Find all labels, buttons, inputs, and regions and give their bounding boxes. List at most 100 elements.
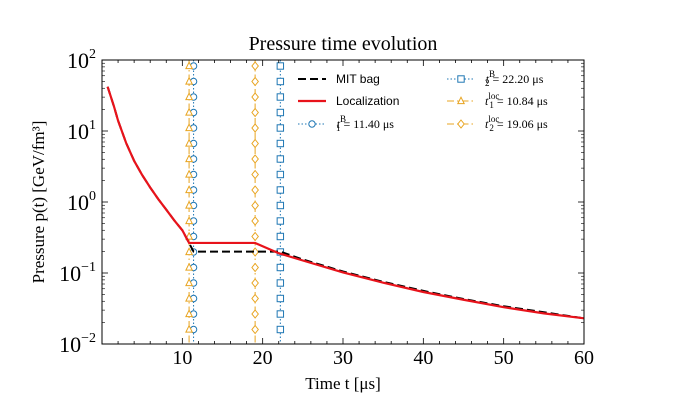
y-tick-exponent: 2: [89, 47, 96, 62]
legend-label: tB 1 = 11.40 μs: [336, 114, 394, 133]
y-tick-base: 10: [59, 261, 81, 286]
vline-marker-t2B: [276, 310, 285, 318]
vline-marker-t2B: [276, 294, 285, 303]
legend-label: MIT bag: [336, 72, 380, 86]
x-tick-label: 20: [253, 347, 273, 369]
vline-marker-t1loc: [185, 138, 194, 147]
x-tick-label: 50: [494, 347, 514, 369]
vline-marker-t2loc: [251, 61, 259, 71]
x-tick-label: 10: [172, 347, 192, 369]
vline-marker-t1loc: [185, 76, 194, 85]
legend-label-value: = 11.40 μs: [341, 117, 395, 131]
vline-marker-t1loc: [185, 293, 194, 302]
y-tick-base: 10: [59, 332, 81, 357]
vline-marker-t2B: [276, 263, 285, 272]
legend-label-value: = 19.06 μs: [494, 117, 548, 131]
legend-label-value: = 22.20 μs: [490, 72, 544, 86]
legend-marker-t1loc: [456, 96, 466, 105]
vline-marker-t1loc: [185, 278, 194, 287]
legend-label-sup: B: [340, 114, 346, 124]
series-lines: [106, 86, 584, 320]
y-tick-base: 10: [67, 48, 89, 73]
vline-marker-t2loc: [251, 309, 259, 319]
legend-label-sym: t: [485, 94, 489, 108]
vline-marker-t1loc: [185, 247, 194, 256]
vline-marker-t2loc: [251, 293, 259, 304]
plot-area-frame: [101, 59, 585, 345]
legend-marker-t1B: [308, 120, 316, 128]
vline-marker-t1loc: [185, 309, 194, 318]
y-tick-label: 10−1: [59, 260, 96, 286]
vline-marker-t1loc: [185, 154, 194, 163]
vline-marker-t1loc: [185, 200, 194, 209]
vline-marker-t2loc: [251, 231, 259, 242]
x-tick-label: 30: [333, 347, 353, 369]
y-tick-base: 10: [67, 119, 89, 144]
vline-marker-t1loc: [185, 123, 194, 132]
vline-marker-t2loc: [251, 262, 259, 273]
vline-marker-t2loc: [251, 92, 259, 102]
vline-marker-t2loc: [251, 216, 259, 226]
vline-marker-t2B: [276, 232, 285, 241]
vline-marker-t2B: [276, 77, 285, 86]
y-tick-label: 102: [67, 47, 96, 73]
x-tick-label: 40: [413, 347, 433, 369]
legend-label-sup: loc: [488, 91, 499, 101]
vline-marker-t2B: [276, 93, 285, 101]
y-tick-label: 101: [67, 118, 96, 144]
y-tick-exponent: 1: [89, 118, 96, 133]
x-axis-label: Time t [μs]: [305, 374, 381, 393]
vline-marker-t1loc: [185, 324, 194, 333]
legend-label-sub: 2: [485, 78, 490, 88]
vline-marker-t2loc: [251, 154, 259, 164]
legend-label-sym: t: [337, 117, 341, 131]
vline-marker-t1loc: [185, 185, 194, 194]
y-tick-exponent: 0: [89, 189, 96, 204]
vline-marker-t2B: [276, 279, 285, 287]
vline-marker-t2B: [276, 124, 285, 132]
event-time-lines: [185, 60, 285, 344]
x-tick-label: 60: [574, 347, 594, 369]
vline-marker-t2B: [276, 155, 285, 163]
x-tick-labels: 10 20 30 40 50 60: [172, 347, 594, 369]
vline-marker-t2B: [276, 139, 285, 148]
vline-marker-t1loc: [185, 107, 194, 116]
vline-marker-t1loc: [185, 231, 194, 240]
legend-label-sup: B: [489, 69, 495, 79]
legend-label-sym: t: [485, 117, 489, 131]
legend-label-value: = 10.84 μs: [494, 94, 548, 108]
vline-marker-t2B: [276, 62, 285, 70]
vline-marker-t1loc: [185, 169, 194, 178]
y-axis-label: Pressure p(t) [GeV/fm³]: [29, 121, 48, 284]
vline-marker-t2B: [276, 108, 285, 117]
vline-marker-t2B: [276, 217, 285, 225]
y-tick-exponent: −1: [81, 260, 96, 275]
vline-marker-t2B: [276, 201, 285, 210]
vline-marker-t2loc: [251, 138, 259, 149]
vline-marker-t2B: [276, 170, 285, 179]
vline-marker-t2loc: [251, 324, 259, 335]
vline-marker-t2loc: [251, 185, 259, 195]
legend-marker-t2loc: [457, 119, 465, 129]
vline-marker-t2B: [276, 325, 285, 334]
legend-label-sym: t: [486, 72, 490, 86]
legend-label: tB 2 = 22.20 μs: [485, 69, 544, 88]
legend-label-sub: 1: [336, 123, 341, 133]
vline-marker-t1loc: [185, 216, 194, 225]
y-tick-base: 10: [67, 190, 89, 215]
legend-label: tloc 2 = 19.06 μs: [485, 114, 548, 133]
vline-marker-t2loc: [251, 123, 259, 133]
vline-marker-t2loc: [251, 200, 259, 211]
legend-label: tloc 1 = 10.84 μs: [485, 91, 548, 110]
vline-marker-t1loc: [185, 92, 194, 101]
legend-marker-t2B: [457, 75, 465, 83]
legend-label-sup: loc: [488, 114, 499, 124]
y-tick-label: 100: [67, 189, 96, 215]
vline-marker-t1loc: [185, 262, 194, 271]
y-tick-exponent: −2: [81, 331, 96, 346]
y-tick-label: 10−2: [59, 331, 96, 357]
vline-marker-t2B: [276, 186, 285, 194]
legend-label-sub: 1: [489, 100, 494, 110]
